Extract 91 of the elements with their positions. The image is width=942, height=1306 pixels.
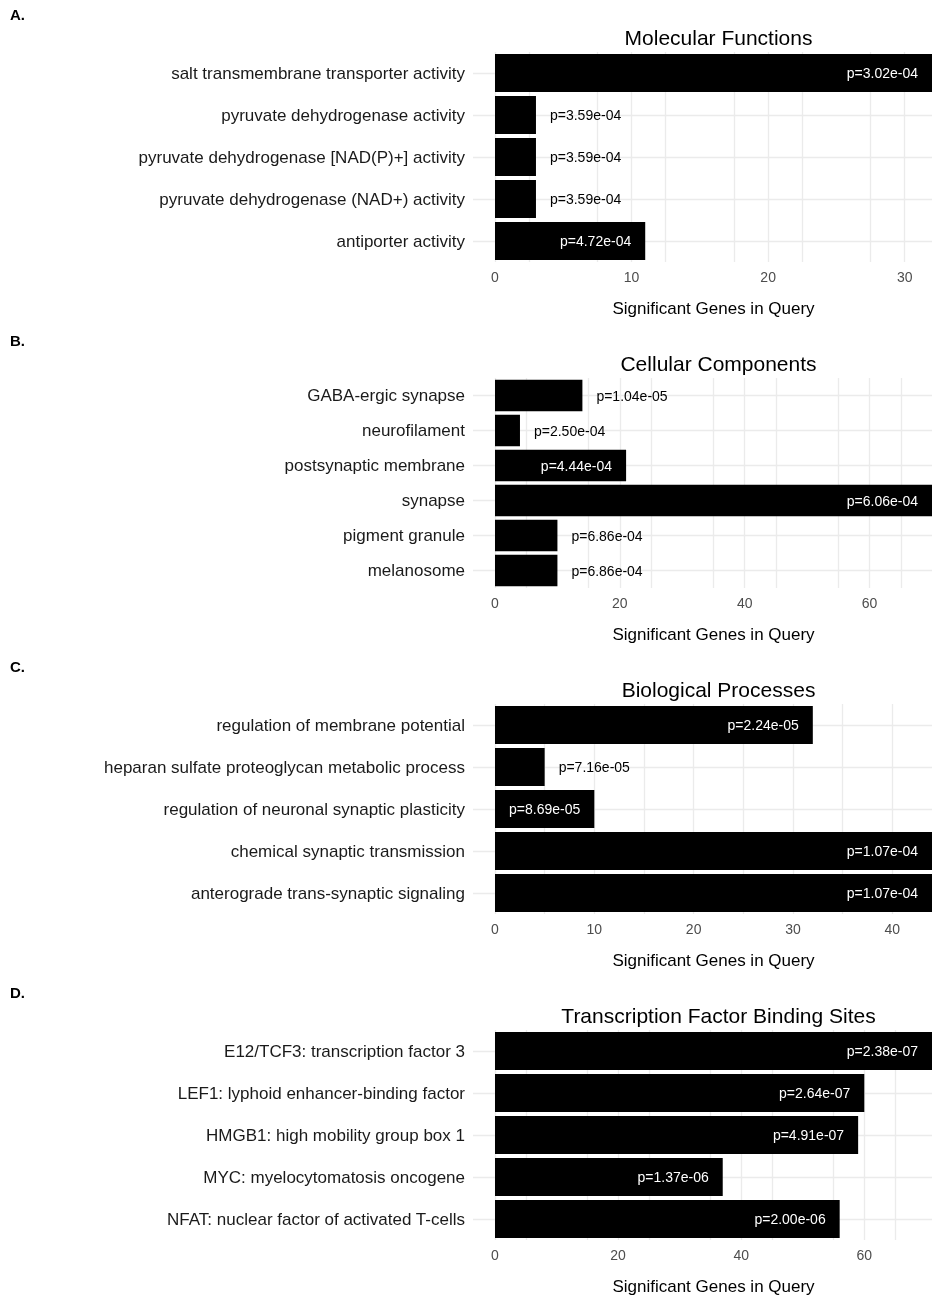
- y-tick-label: MYC: myelocytomatosis oncogene: [203, 1167, 465, 1187]
- x-axis-title: Significant Genes in Query: [612, 625, 816, 644]
- text: A.: [10, 6, 25, 23]
- y-tick-label: E12/TCF3: transcription factor 3: [224, 1041, 465, 1061]
- chart-title: Transcription Factor Binding Sites: [561, 1004, 876, 1027]
- chart-title: Cellular Components: [620, 352, 817, 375]
- x-tick-label: 20: [760, 269, 777, 285]
- x-tick-label: 40: [884, 921, 901, 937]
- bar: [495, 1032, 932, 1070]
- data-label: p=1.04e-05: [596, 387, 668, 404]
- x-tick-label: 40: [736, 595, 753, 611]
- data-label: p=6.86e-04: [571, 562, 643, 579]
- x-axis-title: Significant Genes in Query: [612, 951, 816, 970]
- data-label: p=2.24e-05: [727, 717, 800, 733]
- y-tick-label: LEF1: lyphoid enhancer-binding factor: [177, 1083, 466, 1103]
- chart-title: Molecular Functions: [624, 26, 813, 49]
- bar: [495, 554, 558, 587]
- y-tick-label: anterograde trans-synaptic signaling: [190, 883, 465, 903]
- bar: [495, 54, 932, 92]
- bar: [495, 222, 646, 260]
- data-label: p=6.06e-04: [846, 492, 919, 509]
- bar: [495, 414, 520, 447]
- chart-title: Biological Processes: [621, 678, 816, 701]
- data-label: p=2.38e-07: [846, 1043, 919, 1059]
- y-tick-label: heparan sulfate proteoglycan metabolic process: [104, 757, 465, 777]
- bar: [495, 379, 583, 412]
- bar: [495, 138, 536, 176]
- y-tick-label: chemical synaptic transmission: [230, 841, 465, 861]
- data-label: p=1.07e-04: [846, 843, 919, 859]
- y-tick-label: postsynaptic membrane: [284, 456, 465, 475]
- x-tick-label: 0: [491, 921, 500, 937]
- data-label: p=4.91e-07: [772, 1127, 845, 1143]
- x-tick-label: 0: [491, 1247, 500, 1263]
- y-tick-label: GABA-ergic synapse: [307, 386, 465, 405]
- x-tick-label: 20: [685, 921, 702, 937]
- x-axis-title: Significant Genes in Query: [612, 299, 816, 318]
- y-tick-label: regulation of membrane potential: [216, 715, 465, 735]
- data-label: p=7.16e-05: [558, 759, 631, 775]
- bar: [495, 874, 932, 912]
- x-tick-label: 60: [856, 1247, 873, 1263]
- y-tick-label: regulation of neuronal synaptic plasticity: [163, 799, 466, 819]
- data-label: p=3.59e-04: [549, 107, 622, 123]
- data-label: p=2.00e-06: [754, 1211, 826, 1227]
- bar: [495, 1158, 723, 1196]
- data-label: p=1.37e-06: [637, 1169, 709, 1185]
- y-tick-label: pigment granule: [343, 526, 465, 545]
- y-tick-label: pyruvate dehydrogenase activity: [221, 105, 466, 125]
- y-tick-label: pyruvate dehydrogenase [NAD(P)+] activity: [138, 147, 466, 167]
- y-tick-label: synapse: [401, 491, 465, 510]
- y-tick-label: neurofilament: [361, 421, 466, 440]
- data-label: p=2.50e-04: [533, 422, 606, 439]
- data-label: p=3.59e-04: [549, 191, 622, 207]
- data-label: p=1.07e-04: [846, 885, 919, 901]
- x-tick-label: 30: [896, 269, 913, 285]
- data-label: p=8.69e-05: [509, 801, 581, 817]
- y-tick-label: pyruvate dehydrogenase (NAD+) activity: [159, 189, 466, 209]
- x-tick-label: 20: [612, 595, 628, 611]
- x-tick-label: 10: [623, 269, 640, 285]
- x-tick-label: 0: [491, 595, 500, 611]
- bar: [495, 96, 536, 134]
- x-tick-label: 10: [586, 921, 603, 937]
- x-tick-label: 20: [610, 1247, 627, 1263]
- data-label: p=2.64e-07: [779, 1085, 851, 1101]
- x-axis-title: Significant Genes in Query: [612, 1277, 816, 1296]
- bar: [495, 180, 536, 218]
- bar: [495, 1074, 865, 1112]
- bar: [495, 1200, 840, 1238]
- bar: [495, 706, 813, 744]
- bar: [495, 748, 545, 786]
- data-label: p=3.02e-04: [846, 65, 919, 81]
- bar: [495, 832, 932, 870]
- text: D.: [10, 984, 25, 1001]
- data-label: p=6.86e-04: [571, 527, 643, 544]
- bar: [495, 484, 932, 517]
- bar: [495, 1116, 859, 1154]
- bar: [495, 519, 558, 552]
- y-tick-label: antiporter activity: [336, 231, 466, 251]
- y-tick-label: melanosome: [367, 561, 465, 580]
- x-tick-label: 60: [861, 595, 878, 611]
- text: B.: [10, 332, 25, 349]
- data-label: p=4.44e-04: [540, 457, 613, 474]
- y-tick-label: NFAT: nuclear factor of activated T-cells: [167, 1209, 465, 1229]
- data-label: p=3.59e-04: [549, 149, 622, 165]
- x-tick-label: 0: [491, 269, 500, 285]
- data-label: p=4.72e-04: [559, 233, 632, 249]
- x-tick-label: 40: [733, 1247, 750, 1263]
- bar: [495, 449, 627, 482]
- y-tick-label: HMGB1: high mobility group box 1: [206, 1125, 465, 1145]
- y-tick-label: salt transmembrane transporter activity: [171, 63, 466, 83]
- x-tick-label: 30: [785, 921, 801, 937]
- text: C.: [10, 658, 25, 675]
